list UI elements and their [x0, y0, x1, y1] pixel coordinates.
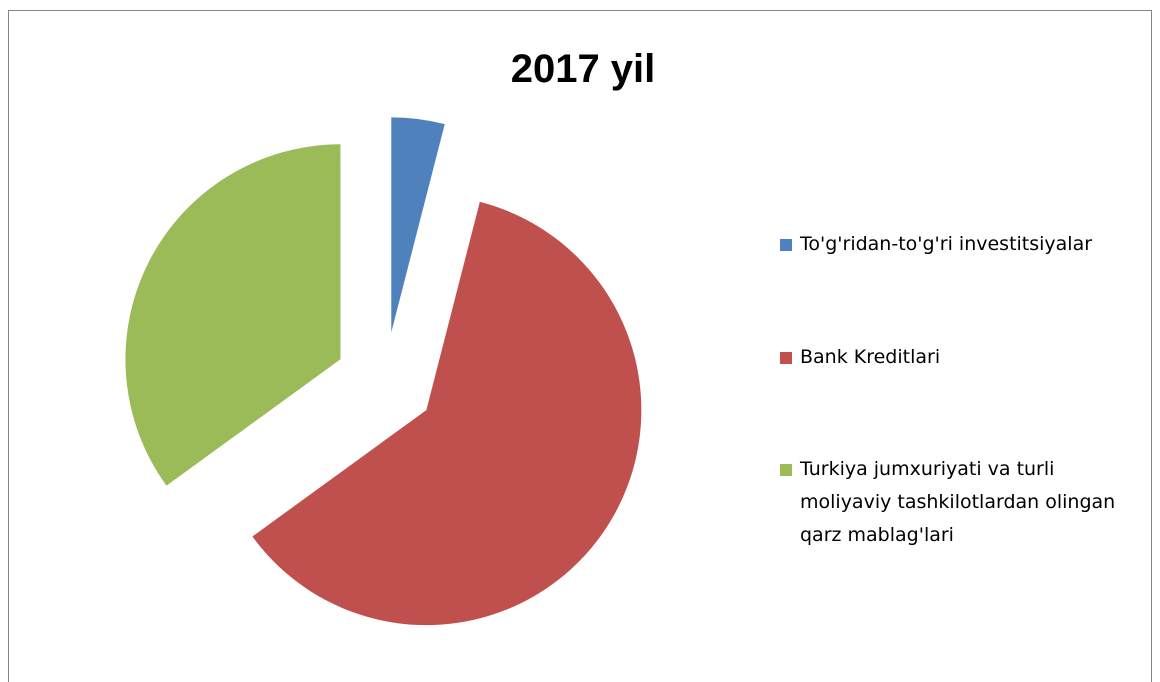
- chart-title: 2017 yil: [511, 47, 656, 91]
- legend-swatch: [780, 464, 792, 476]
- pie-slice: [252, 201, 642, 626]
- legend-label: To'g'ridan-to'g'ri investitsiyalar: [800, 233, 1093, 255]
- legend-label: Turkiya jumxuriyati va turli moliyaviy t…: [800, 458, 1116, 546]
- pie-slice: [391, 117, 445, 333]
- legend-label: Bank Kreditlari: [800, 346, 941, 368]
- chart-frame: [8, 10, 1152, 682]
- legend-item: To'g'ridan-to'g'ri investitsiyalar: [780, 228, 1140, 261]
- legend-item: Bank Kreditlari: [780, 341, 1140, 374]
- legend-item: Turkiya jumxuriyati va turli moliyaviy t…: [780, 453, 1140, 552]
- legend-swatch: [780, 352, 792, 364]
- legend-swatch: [780, 239, 792, 251]
- pie-slice: [125, 144, 341, 486]
